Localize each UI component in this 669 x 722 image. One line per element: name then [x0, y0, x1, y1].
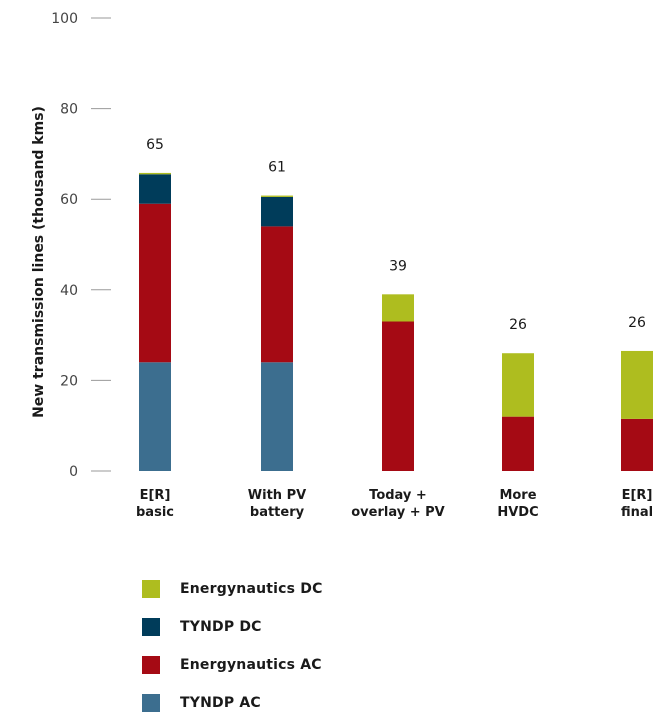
bar-segment-energynautics-dc	[261, 195, 293, 197]
legend-item: Energynautics DC	[142, 570, 323, 608]
bar-total-label: 65	[146, 137, 164, 153]
y-axis-label: New transmission lines (thousand kms)	[31, 106, 47, 418]
y-tick-label: 100	[51, 11, 78, 27]
legend-swatch	[142, 618, 160, 636]
legend-swatch	[142, 694, 160, 712]
total-labels: 65 61 39 26 26	[146, 137, 646, 333]
y-tick-label: 80	[60, 102, 78, 118]
legend-swatch	[142, 580, 160, 598]
bars	[139, 172, 653, 471]
bar-segment-energynautics-ac	[261, 226, 293, 363]
category-label: More	[499, 488, 536, 503]
legend-item: TYNDP AC	[142, 684, 323, 722]
category-label: With PV	[248, 488, 306, 503]
legend: Energynautics DC TYNDP DC Energynautics AC…	[142, 570, 323, 722]
bar-total-label: 26	[509, 317, 527, 333]
legend-label: Energynautics DC	[180, 581, 323, 597]
bar-segment-tyndp-ac	[139, 362, 171, 471]
category-label: E[R]	[140, 488, 171, 503]
category-label: final	[621, 505, 653, 520]
bar-segment-energynautics-ac	[621, 418, 653, 471]
legend-item: TYNDP DC	[142, 608, 323, 646]
legend-item: Energynautics AC	[142, 646, 323, 684]
category-label: E[R]	[622, 488, 653, 503]
bar-total-label: 39	[389, 258, 407, 274]
bar-segment-tyndp-dc	[139, 174, 171, 204]
bar-segment-tyndp-dc	[261, 196, 293, 227]
category-label: HVDC	[497, 505, 538, 520]
y-tick-label: 0	[69, 464, 78, 480]
legend-swatch	[142, 656, 160, 674]
bar-segment-energynautics-dc	[382, 294, 414, 322]
category-label: battery	[250, 505, 305, 520]
category-label: basic	[136, 505, 174, 520]
legend-label: TYNDP DC	[180, 619, 262, 635]
y-axis: 0 20 40 60 80 100	[51, 11, 111, 480]
legend-label: Energynautics AC	[180, 657, 322, 673]
bar-segment-energynautics-dc	[139, 172, 171, 175]
bar-segment-energynautics-ac	[382, 321, 414, 471]
bar-segment-energynautics-dc	[621, 350, 653, 419]
category-label: overlay + PV	[351, 505, 444, 520]
bar-segment-energynautics-ac	[139, 203, 171, 363]
bar-total-label: 26	[628, 315, 646, 331]
bar-segment-energynautics-dc	[502, 353, 534, 417]
y-tick-label: 40	[60, 283, 78, 299]
category-label: Today +	[369, 488, 427, 503]
legend-label: TYNDP AC	[180, 695, 261, 711]
y-tick-label: 60	[60, 192, 78, 208]
category-labels: E[R] basic With PV battery Today + overlay + …	[136, 488, 653, 520]
bar-total-label: 61	[268, 160, 286, 176]
bar-segment-energynautics-ac	[502, 416, 534, 471]
stacked-bar-chart: 0 20 40 60 80 100 New transmission lines (tho…	[31, 11, 653, 520]
bar-segment-tyndp-ac	[261, 362, 293, 471]
y-tick-label: 20	[60, 373, 78, 389]
